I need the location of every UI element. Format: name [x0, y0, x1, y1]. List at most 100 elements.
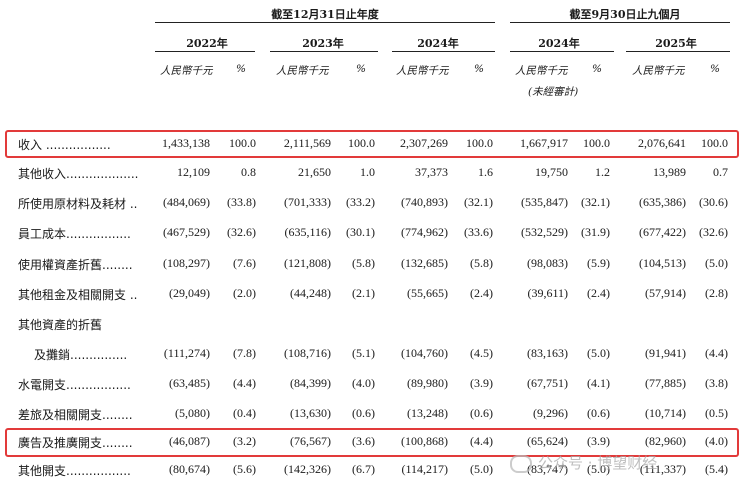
table-row: 其他開支................. (80,674) (5.6) (142,3… [0, 462, 755, 486]
percent-cell: (30.1) [346, 225, 375, 239]
year-rule [392, 51, 495, 52]
amount-cell: (63,485) [169, 376, 210, 390]
amount-cell: (114,217) [401, 462, 448, 476]
amount-cell: (108,297) [163, 256, 210, 270]
year-header-2022: 2022年 [186, 37, 228, 50]
percent-cell: (4.0) [352, 376, 375, 390]
pct-label: % [474, 63, 484, 75]
percent-cell: 1.6 [478, 165, 493, 179]
period-rule-right [510, 22, 730, 23]
amount-cell: (67,751) [527, 376, 568, 390]
amount-cell: (89,980) [407, 376, 448, 390]
amount-cell: 2,111,569 [283, 136, 331, 150]
amount-cell: (100,868) [401, 434, 448, 448]
amount-cell: 2,076,641 [638, 136, 686, 150]
percent-cell: (5.0) [587, 462, 610, 476]
percent-cell: (0.6) [587, 406, 610, 420]
percent-cell: (5.8) [352, 256, 375, 270]
percent-cell: 0.8 [241, 165, 256, 179]
percent-cell: (3.9) [587, 434, 610, 448]
amount-cell: (108,716) [284, 346, 331, 360]
year-header-2023: 2023年 [302, 37, 344, 50]
percent-cell: (4.5) [470, 346, 493, 360]
amount-cell: 21,650 [298, 165, 331, 179]
watermark: 公众号 · 博望财经 [510, 452, 657, 473]
percent-cell: (5.0) [705, 256, 728, 270]
percent-cell: 100.0 [701, 136, 728, 150]
percent-cell: 100.0 [466, 136, 493, 150]
table-row: 差旅及相關開支........ (5,080) (0.4) (13,630) (0.6)… [0, 406, 755, 430]
percent-cell: (0.4) [233, 406, 256, 420]
table-row: 其他租金及相關開支 .. (29,049) (2.0) (44,248) (2.1) (5… [0, 286, 755, 310]
year-rule [626, 51, 730, 52]
amount-cell: (13,630) [290, 406, 331, 420]
row-label: 其他資產的折舊 [18, 318, 103, 332]
amount-cell: (91,941) [645, 346, 686, 360]
amount-cell: (740,893) [401, 195, 448, 209]
percent-cell: (0.6) [352, 406, 375, 420]
row-label: 員工成本................. [18, 227, 131, 241]
amount-cell: (121,808) [284, 256, 331, 270]
year-rule [270, 51, 378, 52]
amount-cell: 1,667,917 [520, 136, 568, 150]
pct-label: % [710, 63, 720, 75]
percent-cell: (4.4) [470, 434, 493, 448]
amount-cell: (132,685) [401, 256, 448, 270]
amount-cell: (535,847) [521, 195, 568, 209]
percent-cell: (5.0) [470, 462, 493, 476]
amount-cell: (9,296) [533, 406, 568, 420]
highlight-box-advertising [5, 428, 739, 457]
amount-cell: (467,529) [163, 225, 210, 239]
percent-cell: (31.9) [581, 225, 610, 239]
table-row: 使用權資產折舊........ (108,297) (7.6) (121,808) (5… [0, 256, 755, 280]
percent-cell: (32.6) [227, 225, 256, 239]
percent-cell: (33.6) [464, 225, 493, 239]
table-row: 其他資產的折舊 [0, 316, 755, 340]
percent-cell: (2.8) [705, 286, 728, 300]
percent-cell: (4.4) [705, 346, 728, 360]
percent-cell: (5.8) [470, 256, 493, 270]
percent-cell: (2.1) [352, 286, 375, 300]
percent-cell: (3.8) [705, 376, 728, 390]
pct-label: % [356, 63, 366, 75]
percent-cell: 100.0 [583, 136, 610, 150]
amount-cell: (83,163) [527, 346, 568, 360]
unit-label: 人民幣千元 [276, 65, 329, 77]
unit-label: 人民幣千元 [515, 65, 568, 77]
percent-cell: (4.0) [705, 434, 728, 448]
unaudited-note: (未經審計) [528, 86, 579, 98]
percent-cell: (2.4) [587, 286, 610, 300]
percent-cell: (2.0) [233, 286, 256, 300]
row-label: 所使用原材料及耗材 .. [18, 197, 138, 211]
row-label: 其他租金及相關開支 .. [18, 288, 138, 302]
amount-cell: (80,674) [169, 462, 210, 476]
amount-cell: (104,760) [401, 346, 448, 360]
amount-cell: (76,567) [290, 434, 331, 448]
percent-cell: (30.6) [699, 195, 728, 209]
amount-cell: (98,083) [527, 256, 568, 270]
percent-cell: (7.6) [233, 256, 256, 270]
percent-cell: (3.6) [352, 434, 375, 448]
percent-cell: (5.9) [587, 256, 610, 270]
row-label: 其他開支................. [18, 464, 131, 478]
percent-cell: 0.7 [713, 165, 728, 179]
amount-cell: (5,080) [175, 406, 210, 420]
amount-cell: 12,109 [177, 165, 210, 179]
year-header-2025-9m: 2025年 [655, 37, 697, 50]
percent-cell: (33.8) [227, 195, 256, 209]
amount-cell: (83,747) [527, 462, 568, 476]
row-label: 廣告及推廣開支........ [18, 436, 133, 450]
table-row: 及攤銷............... (111,274) (7.8) (108,716… [0, 346, 755, 370]
percent-cell: 1.2 [595, 165, 610, 179]
table-row: 收入 ................. 1,433,138 100.0 2,111,… [0, 136, 755, 160]
percent-cell: (2.4) [470, 286, 493, 300]
amount-cell: (111,337) [639, 462, 686, 476]
amount-cell: (46,087) [169, 434, 210, 448]
row-label: 及攤銷............... [34, 348, 128, 362]
amount-cell: (44,248) [290, 286, 331, 300]
table-row: 所使用原材料及耗材 .. (484,069) (33.8) (701,333) (33.… [0, 195, 755, 219]
row-label: 差旅及相關開支........ [18, 408, 133, 422]
percent-cell: (33.2) [346, 195, 375, 209]
percent-cell: 1.0 [360, 165, 375, 179]
